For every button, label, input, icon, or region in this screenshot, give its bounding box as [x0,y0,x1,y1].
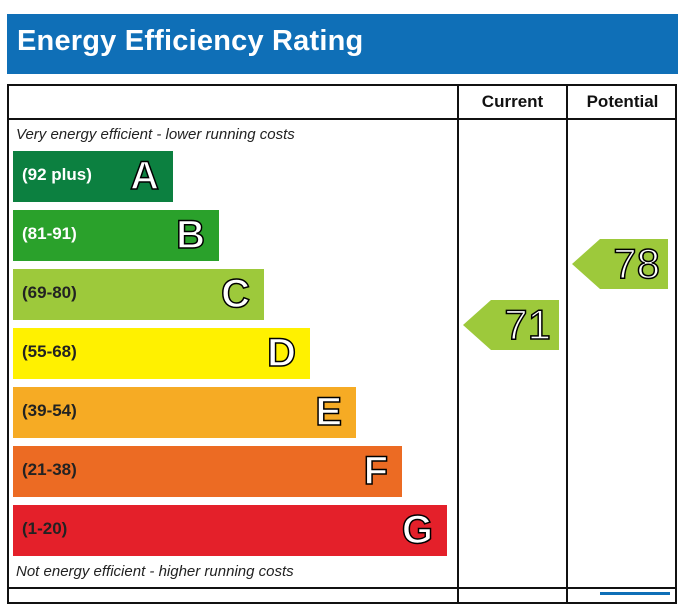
band-c: (69-80) C [13,269,264,320]
footer-accent [600,592,670,595]
band-range-label: (55-68) [22,342,77,361]
inefficient-note: Not energy efficient - higher running co… [16,563,294,580]
band-letter: G [401,507,434,553]
potential-rating-value: 78 [613,240,661,288]
band-f: (21-38) F [13,446,402,497]
band-range-label: (21-38) [22,460,77,479]
band-range-label: (92 plus) [22,165,92,184]
potential-arrow-shape [572,239,668,289]
band-letter: E [315,389,343,435]
band-d: (55-68) D [13,328,310,379]
potential-rating-arrow: 78 [572,239,668,289]
band-b: (81-91) B [13,210,219,261]
header-divider [7,118,677,120]
band-letter: A [129,153,159,199]
band-range-label: (1-20) [22,519,68,538]
current-arrow-shape [463,300,559,350]
column-divider-potential [566,84,568,604]
potential-column-header: Potential [586,92,659,111]
efficient-note: Very energy efficient - lower running co… [16,126,295,143]
chart-title: Energy Efficiency Rating [17,25,364,57]
footer-divider [7,587,677,589]
band-a: (92 plus) A [13,151,173,202]
band-letter: C [220,271,250,317]
current-rating-arrow: 71 [463,300,559,350]
current-rating-value: 71 [504,301,552,349]
band-range-label: (81-91) [22,224,77,243]
band-g: (1-20) G [13,505,447,556]
band-letter: B [175,212,205,258]
band-range-label: (39-54) [22,401,77,420]
band-letter: D [266,330,296,376]
band-e: (39-54) E [13,387,356,438]
band-letter: F [363,448,389,494]
title-bar: Energy Efficiency Rating [7,14,678,74]
band-range-label: (69-80) [22,283,77,302]
column-divider-current [457,84,459,604]
current-column-header: Current [481,92,544,111]
